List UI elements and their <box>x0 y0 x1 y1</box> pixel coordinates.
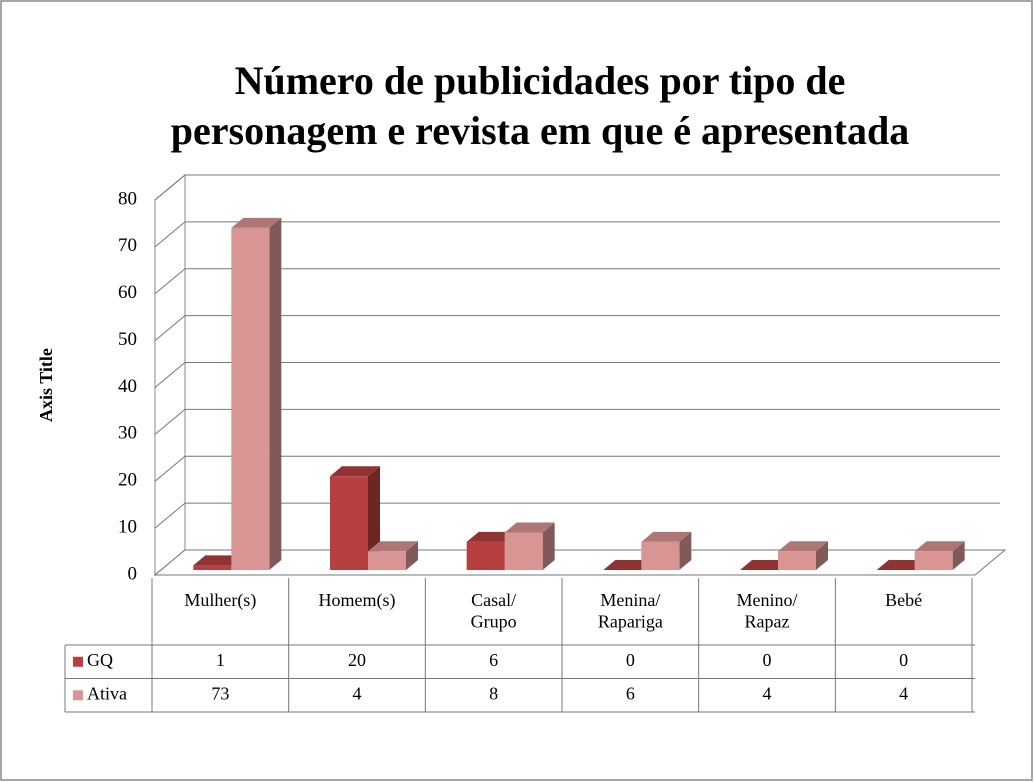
table-value: 4 <box>353 683 362 703</box>
bar <box>641 541 680 570</box>
bar <box>193 565 232 570</box>
bar <box>914 551 953 570</box>
x-tick-label: Bebé <box>885 590 922 610</box>
bar <box>504 532 543 570</box>
bar-side <box>542 522 555 570</box>
table-value: 0 <box>899 650 908 670</box>
grid-line <box>154 502 1000 529</box>
bar-side <box>269 217 282 570</box>
y-tick-label: 20 <box>118 470 137 491</box>
bar-side <box>406 541 418 570</box>
y-tick-label: 70 <box>118 235 137 256</box>
grid-line <box>154 362 1000 388</box>
grid-line <box>154 174 1000 201</box>
bar-top <box>914 541 965 552</box>
legend-label: Ativa <box>87 683 127 703</box>
chart-title: personagem e revista em que é apresentad… <box>171 108 909 153</box>
bar-top <box>231 217 282 228</box>
x-tick-label: Menina/Rapariga <box>598 590 663 632</box>
bar-side <box>952 541 965 570</box>
y-tick-label: 30 <box>118 423 137 444</box>
axis-title: Axis Title <box>36 348 56 422</box>
table-value: 8 <box>489 683 498 703</box>
bar-top <box>740 560 790 570</box>
bar <box>330 476 368 570</box>
legend-swatch <box>73 656 83 667</box>
bar-top <box>193 555 244 566</box>
x-tick-label: Casal/Grupo <box>471 590 517 632</box>
bar-top <box>466 531 517 542</box>
floor <box>153 549 1007 576</box>
y-tick-label: 40 <box>118 376 137 397</box>
y-tick-label: 60 <box>118 282 137 303</box>
table-value: 0 <box>626 650 635 670</box>
bar <box>231 227 270 570</box>
bar-side <box>679 531 692 570</box>
table-value: 4 <box>899 683 908 703</box>
grid-line <box>154 268 1000 295</box>
y-tick-label: 50 <box>118 329 137 350</box>
table-value: 6 <box>626 683 635 703</box>
bar <box>778 551 816 570</box>
bar <box>466 541 505 570</box>
bar-top <box>368 541 418 552</box>
table-value: 4 <box>763 683 772 703</box>
grid-line <box>154 455 1000 482</box>
chart-title: Número de publicidades por tipo de <box>235 58 846 103</box>
table-value: 6 <box>489 650 498 670</box>
bar <box>368 551 406 570</box>
grid-line <box>154 221 1000 248</box>
bar-side <box>816 541 828 570</box>
bar-top <box>504 522 555 533</box>
legend-swatch <box>73 690 83 701</box>
x-tick-label: Menino/Rapaz <box>737 590 798 632</box>
x-tick-label: Mulher(s) <box>184 590 256 611</box>
bar-top <box>641 531 692 542</box>
y-tick-label: 80 <box>118 188 137 209</box>
table-value: 20 <box>348 650 366 670</box>
y-tick-label: 10 <box>118 516 137 537</box>
legend-label: GQ <box>87 650 113 670</box>
bar-top <box>603 560 654 570</box>
grid-line <box>154 315 1000 342</box>
table-value: 1 <box>216 650 225 670</box>
bar-top <box>778 541 828 552</box>
table-value: 73 <box>211 683 229 703</box>
bar-top <box>876 560 927 570</box>
grid-line <box>154 408 1000 435</box>
bar-top <box>330 466 380 477</box>
table-value: 0 <box>763 650 772 670</box>
x-tick-label: Homem(s) <box>319 590 396 611</box>
y-tick-label: 0 <box>128 563 138 584</box>
